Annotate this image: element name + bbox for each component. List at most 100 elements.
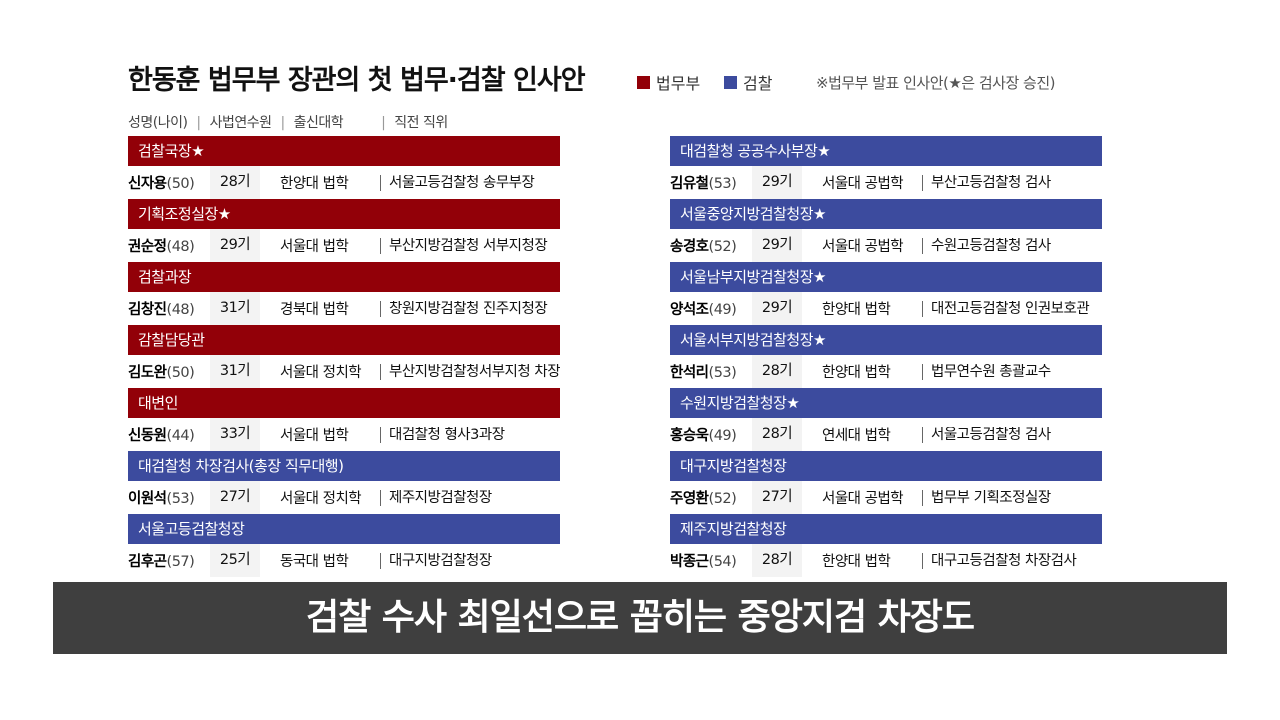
appointment-entry: 대구지방검찰청장 주영환(52) 27기 서울대 공법학 법무부 기획조정실장 bbox=[670, 451, 1102, 514]
age-text: (48) bbox=[166, 302, 195, 318]
appointee-name: 김창진(48) bbox=[128, 298, 210, 319]
previous-position: 부산고등검찰청 검사 bbox=[922, 174, 1102, 191]
appointee-row: 한석리(53) 28기 한양대 법학 법무연수원 총괄교수 bbox=[670, 355, 1102, 388]
training-class: 29기 bbox=[752, 292, 802, 325]
appointee-name: 권순정(48) bbox=[128, 235, 210, 256]
name-text: 송경호 bbox=[670, 239, 709, 255]
training-class: 28기 bbox=[210, 166, 260, 199]
name-text: 김창진 bbox=[128, 302, 167, 318]
column-headers: 성명(나이) | 사법연수원 | 출신대학 | 직전 직위 bbox=[128, 112, 448, 132]
age-text: (49) bbox=[708, 428, 737, 444]
post-title-bar: 기획조정실장★ bbox=[128, 199, 560, 229]
appointee-name: 주영환(52) bbox=[670, 487, 752, 508]
appointment-entry: 서울고등검찰청장 김후곤(57) 25기 동국대 법학 대구지방검찰청장 bbox=[128, 514, 560, 577]
university: 서울대 법학 bbox=[280, 428, 349, 444]
appointee-row: 김후곤(57) 25기 동국대 법학 대구지방검찰청장 bbox=[128, 544, 560, 577]
training-class: 27기 bbox=[752, 481, 802, 514]
legend-moj: 법무부 bbox=[637, 70, 700, 94]
university: 서울대 법학 bbox=[280, 239, 349, 255]
university: 서울대 공법학 bbox=[822, 176, 904, 192]
header-previous: 직전 직위 bbox=[394, 115, 448, 131]
training-class: 28기 bbox=[752, 355, 802, 388]
appointee-name: 이원석(53) bbox=[128, 487, 210, 508]
appointment-entry: 감찰담당관 김도완(50) 31기 서울대 정치학 부산지방검찰청서부지청 차장 bbox=[128, 325, 560, 388]
appointment-entry: 대검찰청 공공수사부장★ 김유철(53) 29기 서울대 공법학 부산고등검찰청 검사 bbox=[670, 136, 1102, 199]
name-text: 한석리 bbox=[670, 365, 709, 381]
appointee-name: 홍승욱(49) bbox=[670, 424, 752, 445]
appointee-name: 박종근(54) bbox=[670, 550, 752, 571]
appointee-row: 김창진(48) 31기 경북대 법학 창원지방검찰청 진주지청장 bbox=[128, 292, 560, 325]
training-class: 27기 bbox=[210, 481, 260, 514]
age-text: (49) bbox=[708, 302, 737, 318]
training-class: 29기 bbox=[752, 166, 802, 199]
appointee-name: 신동원(44) bbox=[128, 424, 210, 445]
appointment-entry: 제주지방검찰청장 박종근(54) 28기 한양대 법학 대구고등검찰청 차장검사 bbox=[670, 514, 1102, 577]
university: 한양대 법학 bbox=[822, 302, 891, 318]
previous-position: 대구지방검찰청장 bbox=[380, 552, 560, 569]
previous-position: 법무연수원 총괄교수 bbox=[922, 363, 1102, 380]
name-text: 홍승욱 bbox=[670, 428, 709, 444]
appointment-entry: 대검찰청 차장검사(총장 직무대행) 이원석(53) 27기 서울대 정치학 제주지방검… bbox=[128, 451, 560, 514]
name-text: 이원석 bbox=[128, 491, 167, 507]
previous-position: 법무부 기획조정실장 bbox=[922, 489, 1102, 506]
university: 동국대 법학 bbox=[280, 554, 349, 570]
post-title-bar: 서울고등검찰청장 bbox=[128, 514, 560, 544]
previous-position: 대검찰청 형사3과장 bbox=[380, 426, 560, 443]
right-column: 대검찰청 공공수사부장★ 김유철(53) 29기 서울대 공법학 부산고등검찰청 검사 서… bbox=[670, 136, 1102, 577]
appointment-entry: 검찰국장★ 신자용(50) 28기 한양대 법학 서울고등검찰청 송무부장 bbox=[128, 136, 560, 199]
post-title-bar: 대구지방검찰청장 bbox=[670, 451, 1102, 481]
previous-position: 부산지방검찰청 서부지청장 bbox=[380, 237, 560, 254]
appointee-row: 신자용(50) 28기 한양대 법학 서울고등검찰청 송무부장 bbox=[128, 166, 560, 199]
post-title-bar: 수원지방검찰청장★ bbox=[670, 388, 1102, 418]
name-text: 김도완 bbox=[128, 365, 167, 381]
previous-position: 대전고등검찰청 인권보호관 bbox=[922, 300, 1102, 317]
appointment-entry: 기획조정실장★ 권순정(48) 29기 서울대 법학 부산지방검찰청 서부지청장 bbox=[128, 199, 560, 262]
age-text: (52) bbox=[708, 491, 737, 507]
appointee-name: 김후곤(57) bbox=[128, 550, 210, 571]
appointee-row: 신동원(44) 33기 서울대 법학 대검찰청 형사3과장 bbox=[128, 418, 560, 451]
legend-moj-swatch bbox=[637, 75, 650, 89]
university: 한양대 법학 bbox=[822, 554, 891, 570]
age-text: (50) bbox=[166, 365, 195, 381]
header-name: 성명(나이) bbox=[128, 115, 188, 131]
previous-position: 창원지방검찰청 진주지청장 bbox=[380, 300, 560, 317]
appointee-name: 양석조(49) bbox=[670, 298, 752, 319]
appointee-name: 김도완(50) bbox=[128, 361, 210, 382]
name-text: 주영환 bbox=[670, 491, 709, 507]
post-title-bar: 검찰국장★ bbox=[128, 136, 560, 166]
post-title-bar: 대검찰청 공공수사부장★ bbox=[670, 136, 1102, 166]
appointee-row: 양석조(49) 29기 한양대 법학 대전고등검찰청 인권보호관 bbox=[670, 292, 1102, 325]
post-title-bar: 검찰과장 bbox=[128, 262, 560, 292]
name-text: 권순정 bbox=[128, 239, 167, 255]
appointment-entry: 수원지방검찰청장★ 홍승욱(49) 28기 연세대 법학 서울고등검찰청 검사 bbox=[670, 388, 1102, 451]
note-text: ※법무부 발표 인사안(★은 검사장 승진) bbox=[816, 74, 1056, 92]
legend-prosecution-label: 검찰 bbox=[743, 74, 773, 93]
age-text: (57) bbox=[166, 554, 195, 570]
age-text: (53) bbox=[166, 491, 195, 507]
appointment-entry: 대변인 신동원(44) 33기 서울대 법학 대검찰청 형사3과장 bbox=[128, 388, 560, 451]
appointee-row: 김유철(53) 29기 서울대 공법학 부산고등검찰청 검사 bbox=[670, 166, 1102, 199]
name-text: 신동원 bbox=[128, 428, 167, 444]
university: 한양대 법학 bbox=[822, 365, 891, 381]
university: 한양대 법학 bbox=[280, 176, 349, 192]
age-text: (48) bbox=[166, 239, 195, 255]
age-text: (44) bbox=[166, 428, 195, 444]
appointee-name: 송경호(52) bbox=[670, 235, 752, 256]
university: 서울대 정치학 bbox=[280, 365, 362, 381]
appointee-name: 김유철(53) bbox=[670, 172, 752, 193]
subtitle-caption: 검찰 수사 최일선으로 꼽히는 중앙지검 차장도 bbox=[53, 582, 1227, 654]
age-text: (52) bbox=[708, 239, 737, 255]
appointment-entry: 서울중앙지방검찰청장★ 송경호(52) 29기 서울대 공법학 수원고등검찰청 검사 bbox=[670, 199, 1102, 262]
age-text: (53) bbox=[708, 365, 737, 381]
appointee-row: 이원석(53) 27기 서울대 정치학 제주지방검찰청장 bbox=[128, 481, 560, 514]
appointment-entry: 검찰과장 김창진(48) 31기 경북대 법학 창원지방검찰청 진주지청장 bbox=[128, 262, 560, 325]
appointee-row: 김도완(50) 31기 서울대 정치학 부산지방검찰청서부지청 차장 bbox=[128, 355, 560, 388]
appointee-row: 권순정(48) 29기 서울대 법학 부산지방검찰청 서부지청장 bbox=[128, 229, 560, 262]
legend-moj-label: 법무부 bbox=[656, 74, 701, 93]
previous-position: 수원고등검찰청 검사 bbox=[922, 237, 1102, 254]
previous-position: 제주지방검찰청장 bbox=[380, 489, 560, 506]
previous-position: 부산지방검찰청서부지청 차장 bbox=[380, 363, 560, 380]
training-class: 33기 bbox=[210, 418, 260, 451]
university: 서울대 공법학 bbox=[822, 239, 904, 255]
left-column: 검찰국장★ 신자용(50) 28기 한양대 법학 서울고등검찰청 송무부장 기획조정실장★… bbox=[128, 136, 560, 577]
